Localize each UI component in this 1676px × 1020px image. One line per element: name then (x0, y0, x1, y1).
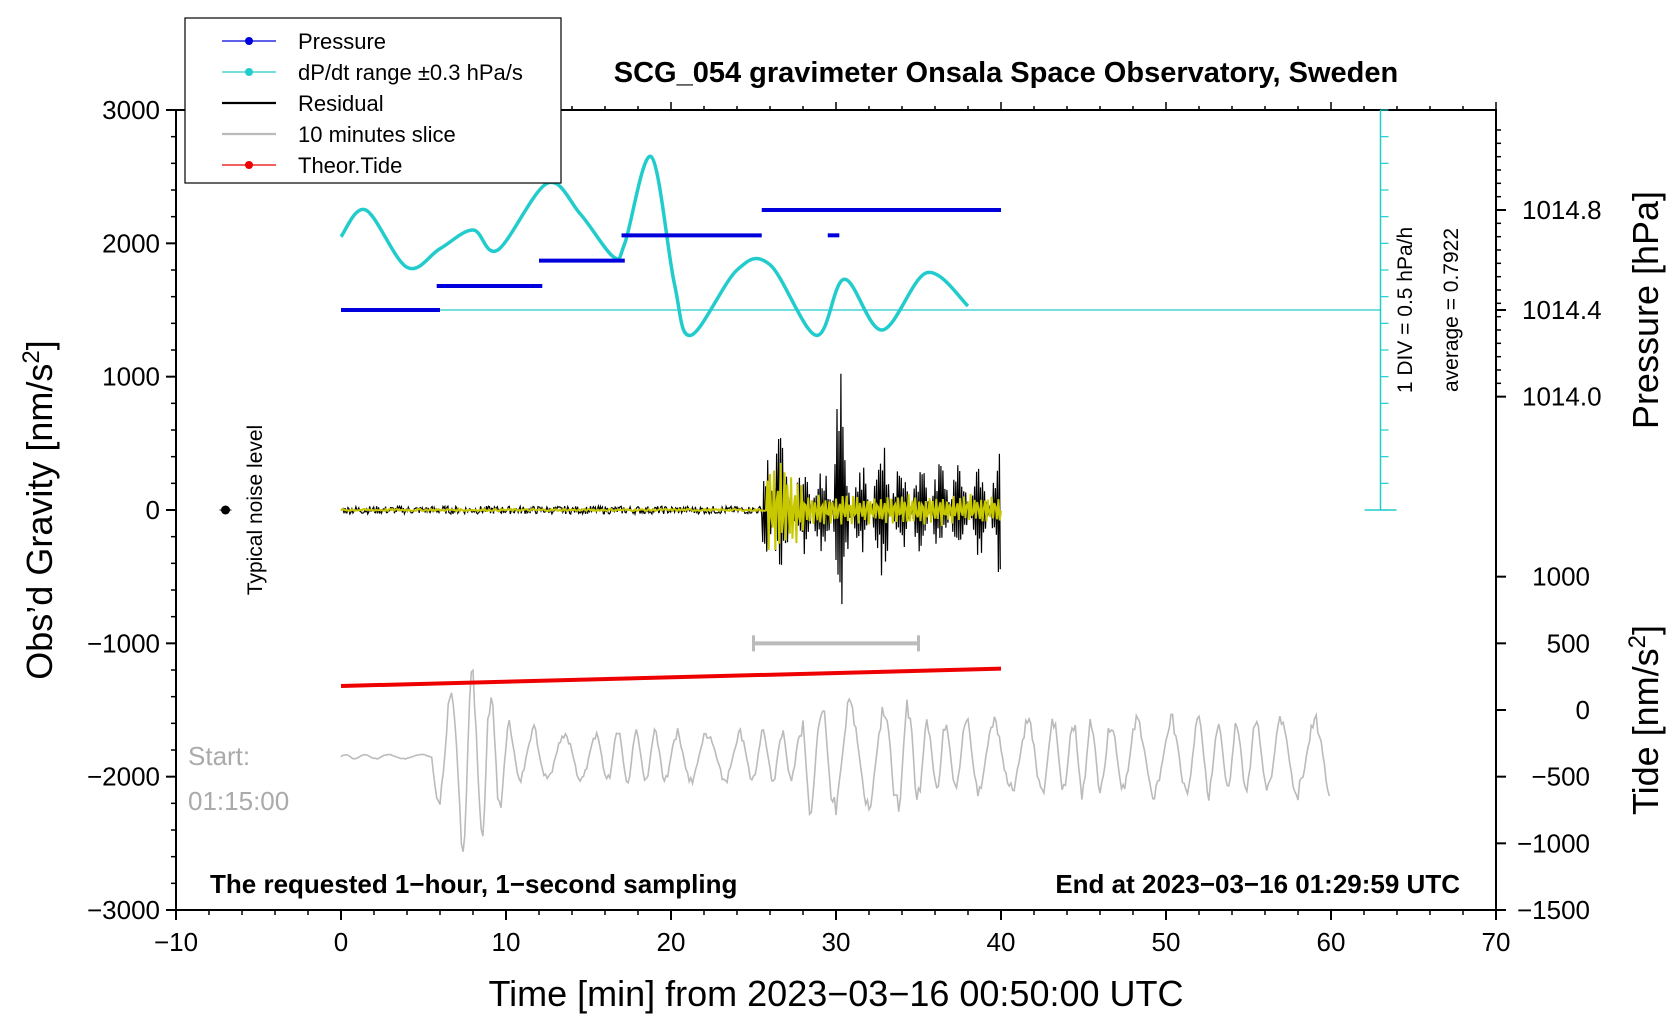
y-tick-label: −2000 (87, 762, 160, 792)
series-layer (219, 109, 1397, 852)
legend-label: Pressure (298, 29, 386, 54)
tide-axis-ticks: 1000 500 0 −500 −1000 −1500 (1496, 562, 1590, 925)
annotation-start-label: Start: (188, 741, 250, 771)
x-tick-label: 20 (657, 927, 686, 957)
y-tick-label: −1000 (87, 628, 160, 658)
x-tick-label: 50 (1152, 927, 1181, 957)
legend-label: Theor.Tide (298, 153, 402, 178)
x-tick-label: 30 (822, 927, 851, 957)
y-tick-label: −3000 (87, 895, 160, 925)
y-tick-label: 3000 (102, 95, 160, 125)
slice-series-line (340, 668, 1331, 852)
x-tick-label: 0 (334, 927, 348, 957)
tide-series-line (340, 666, 1002, 688)
pressure-tick-label: 1014.8 (1522, 195, 1602, 225)
chart-title: SCG_054 gravimeter Onsala Space Observat… (614, 57, 1398, 89)
residual-series-line (340, 373, 1001, 605)
legend-swatch-dot (245, 37, 253, 45)
legend-label: 10 minutes slice (298, 122, 456, 147)
legend-items: Pressure dP/dt range ±0.3 hPa/s Residual 10… (222, 29, 523, 178)
time-axis-ticks: −10 0 10 20 30 40 50 60 70 (154, 102, 1511, 957)
dpdt-series-line (339, 154, 970, 338)
tide-tick-label: −1000 (1517, 828, 1590, 858)
annotation-sampling: The requested 1−hour, 1−second sampling (210, 869, 737, 899)
filtered-series-line (340, 462, 1002, 551)
y-axis-title-tide: Tide [nm/s2] (1624, 625, 1667, 815)
pressure-axis-ticks: 1014.0 1014.4 1014.8 (1496, 129, 1602, 412)
x-tick-label: −10 (154, 927, 198, 957)
annotation-end-time: End at 2023−03−16 01:29:59 UTC (1055, 869, 1460, 899)
legend-swatch-dot (245, 161, 253, 169)
annotation-noise-level: Typical noise level (244, 425, 267, 595)
y-axis-title-gravity: Obs’d Gravity [nm/s2] (18, 340, 61, 679)
x-tick-label: 60 (1317, 927, 1346, 957)
x-tick-label: 40 (987, 927, 1016, 957)
annotation-average: average = 0.7922 (1440, 228, 1463, 392)
tide-tick-label: 500 (1547, 628, 1590, 658)
legend: Pressure dP/dt range ±0.3 hPa/s Residual 10… (184, 17, 562, 184)
noise-marker (221, 505, 230, 515)
tide-tick-label: −1500 (1517, 895, 1590, 925)
tide-tick-label: −500 (1531, 762, 1590, 792)
pressure-tick-label: 1014.0 (1522, 382, 1602, 412)
pressure-tick-label: 1014.4 (1522, 295, 1602, 325)
tide-tick-label: 1000 (1532, 562, 1590, 592)
legend-label: dP/dt range ±0.3 hPa/s (298, 60, 523, 85)
annotation-start-time: 01:15:00 (188, 786, 289, 816)
legend-box (184, 17, 562, 184)
annotation-scale: 1 DIV = 0.5 hPa/h (1394, 227, 1417, 393)
x-tick-label: 70 (1482, 927, 1511, 957)
gravity-axis-ticks: −3000 −2000 −1000 0 1000 2000 3000 (87, 95, 176, 925)
tide-tick-label: 0 (1576, 695, 1590, 725)
y-tick-label: 0 (146, 495, 160, 525)
y-tick-label: 1000 (102, 362, 160, 392)
x-axis-title: Time [min] from 2023−03−16 00:50:00 UTC (488, 973, 1183, 1014)
legend-swatch-dot (245, 68, 253, 76)
y-tick-label: 2000 (102, 228, 160, 258)
y-axis-title-pressure: Pressure [hPa] (1625, 191, 1666, 429)
x-tick-label: 10 (492, 927, 521, 957)
legend-label: Residual (298, 91, 384, 116)
